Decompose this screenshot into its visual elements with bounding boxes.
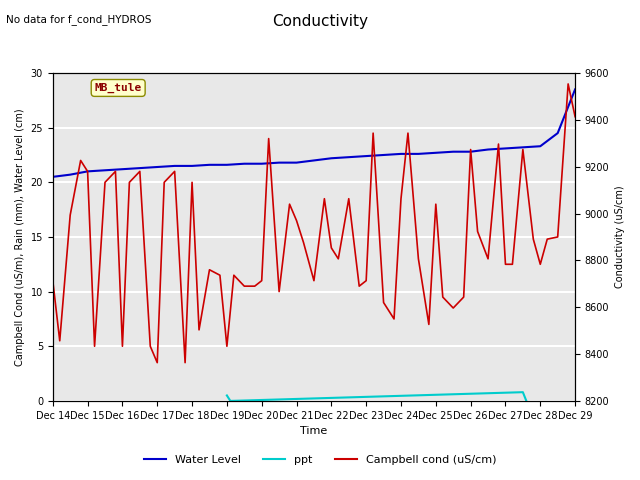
Y-axis label: Conductivity (uS/cm): Conductivity (uS/cm) [615,186,625,288]
Text: MB_tule: MB_tule [95,83,142,93]
X-axis label: Time: Time [300,426,328,436]
Y-axis label: Campbell Cond (uS/m), Rain (mm), Water Level (cm): Campbell Cond (uS/m), Rain (mm), Water L… [15,108,25,366]
Legend: Water Level, ppt, Campbell cond (uS/cm): Water Level, ppt, Campbell cond (uS/cm) [140,451,500,469]
Text: Conductivity: Conductivity [272,14,368,29]
Text: No data for f_cond_HYDROS: No data for f_cond_HYDROS [6,14,152,25]
